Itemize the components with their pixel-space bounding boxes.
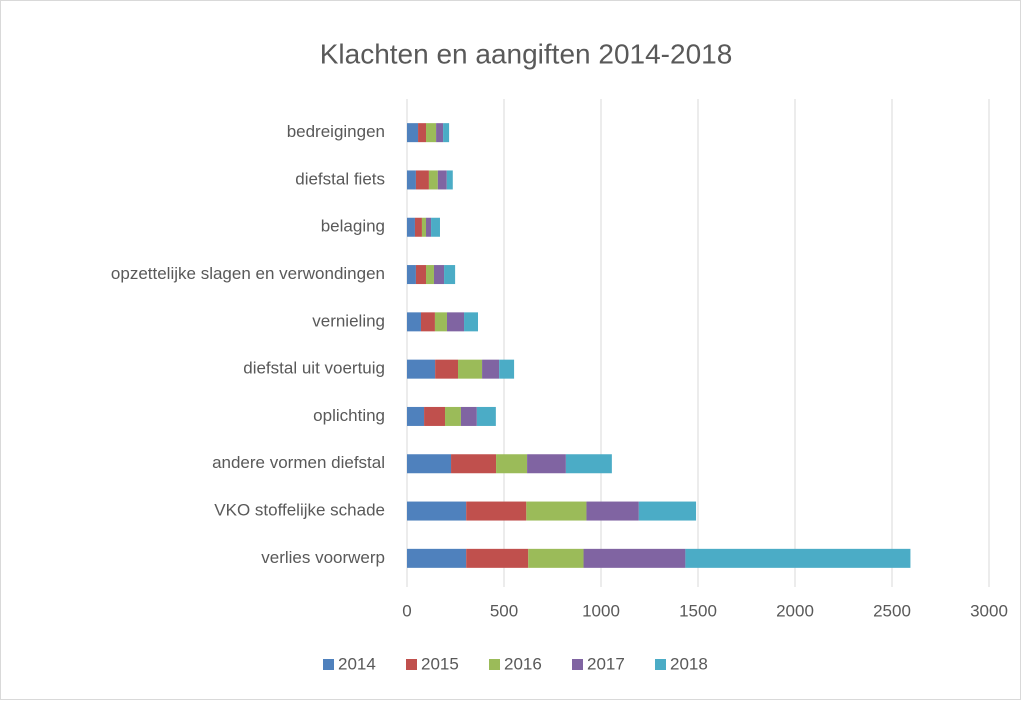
bar-segment bbox=[431, 217, 440, 237]
bar-segment bbox=[437, 170, 447, 190]
bar-segment bbox=[407, 123, 419, 143]
bar-segment bbox=[415, 265, 427, 285]
bar-segment bbox=[407, 454, 452, 474]
bar-segment bbox=[458, 359, 483, 379]
bar-segment bbox=[426, 265, 434, 285]
bar-segment bbox=[414, 217, 422, 237]
bar-segment bbox=[638, 501, 697, 521]
bar-segment bbox=[407, 548, 467, 568]
bar-segment bbox=[428, 170, 438, 190]
bar-segment bbox=[426, 123, 437, 143]
y-tick-label: diefstal fiets bbox=[295, 169, 385, 188]
legend-swatch bbox=[572, 659, 583, 670]
y-tick-label: vernieling bbox=[312, 311, 385, 330]
bar-segment bbox=[433, 265, 445, 285]
y-tick-label: andere vormen diefstal bbox=[212, 453, 385, 472]
bar-segment bbox=[407, 406, 425, 426]
bar-segment bbox=[407, 170, 416, 190]
legend-label: 2014 bbox=[338, 654, 376, 673]
legend-swatch bbox=[323, 659, 334, 670]
x-tick-label: 2500 bbox=[873, 601, 911, 620]
bar-segment bbox=[451, 454, 497, 474]
bar-segment bbox=[407, 217, 415, 237]
y-tick-label: verlies voorwerp bbox=[261, 548, 385, 567]
legend-swatch bbox=[655, 659, 666, 670]
y-tick-label: VKO stoffelijke schade bbox=[214, 501, 385, 520]
y-tick-label: opzettelijke slagen en verwondingen bbox=[111, 264, 385, 283]
bar-segment bbox=[418, 123, 427, 143]
x-tick-label: 500 bbox=[490, 601, 518, 620]
bar-segment bbox=[446, 312, 465, 332]
bar-segment bbox=[426, 217, 432, 237]
bar-segment bbox=[415, 170, 429, 190]
bar-segment bbox=[583, 548, 686, 568]
bar-segment bbox=[407, 265, 416, 285]
bar-segment bbox=[464, 312, 479, 332]
bar-segment bbox=[496, 454, 528, 474]
bar-segment bbox=[499, 359, 515, 379]
legend-label: 2018 bbox=[670, 654, 708, 673]
y-tick-label: diefstal uit voertuig bbox=[243, 359, 385, 378]
bar-segment bbox=[434, 312, 447, 332]
x-tick-label: 3000 bbox=[970, 601, 1008, 620]
bar-segment bbox=[526, 501, 587, 521]
bar-segment bbox=[528, 548, 584, 568]
y-tick-label: oplichting bbox=[313, 406, 385, 425]
bar-segment bbox=[586, 501, 639, 521]
bar-segment bbox=[435, 359, 459, 379]
legend-label: 2016 bbox=[504, 654, 542, 673]
bar-segment bbox=[436, 123, 444, 143]
bar-segment bbox=[466, 548, 529, 568]
bar-segment bbox=[527, 454, 566, 474]
bar-segment bbox=[407, 312, 421, 332]
bar-segment bbox=[446, 170, 453, 190]
bar-segment bbox=[407, 359, 436, 379]
legend-label: 2015 bbox=[421, 654, 459, 673]
bar-segment bbox=[443, 123, 450, 143]
legend-swatch bbox=[489, 659, 500, 670]
bar-segment bbox=[466, 501, 527, 521]
bar-segment bbox=[476, 406, 496, 426]
x-tick-label: 2000 bbox=[776, 601, 814, 620]
legend-swatch bbox=[406, 659, 417, 670]
bar-segment bbox=[460, 406, 477, 426]
bar-segment bbox=[420, 312, 435, 332]
bar-segment bbox=[421, 217, 427, 237]
y-tick-label: belaging bbox=[321, 217, 385, 236]
bar-segment bbox=[482, 359, 500, 379]
bar-segment bbox=[565, 454, 612, 474]
x-tick-label: 0 bbox=[402, 601, 411, 620]
legend-label: 2017 bbox=[587, 654, 625, 673]
bar-segment bbox=[444, 265, 456, 285]
bar-segment bbox=[424, 406, 446, 426]
x-tick-label: 1000 bbox=[582, 601, 620, 620]
bar-segment bbox=[445, 406, 461, 426]
y-tick-label: bedreigingen bbox=[287, 122, 385, 141]
x-tick-label: 1500 bbox=[679, 601, 717, 620]
bar-segment bbox=[685, 548, 911, 568]
bar-segment bbox=[407, 501, 467, 521]
chart-title: Klachten en aangiften 2014-2018 bbox=[320, 38, 733, 69]
